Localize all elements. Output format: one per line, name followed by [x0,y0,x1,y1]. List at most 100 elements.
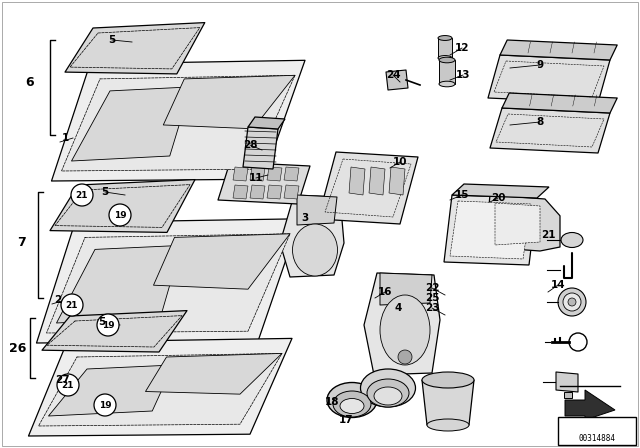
Polygon shape [380,273,432,305]
Text: 9: 9 [536,60,543,70]
Ellipse shape [427,419,469,431]
Polygon shape [488,55,610,103]
Ellipse shape [380,295,430,365]
Polygon shape [163,75,295,129]
Polygon shape [389,167,405,195]
Polygon shape [297,195,337,225]
Polygon shape [65,22,205,74]
Polygon shape [386,70,408,90]
Text: 21: 21 [66,301,78,310]
Polygon shape [452,184,549,198]
Polygon shape [495,203,540,245]
Text: 26: 26 [10,341,27,354]
Polygon shape [233,167,248,181]
Circle shape [94,394,116,416]
Polygon shape [280,195,344,277]
Polygon shape [318,152,418,224]
Bar [558,417,636,445]
Polygon shape [38,353,282,426]
Circle shape [71,184,93,206]
Polygon shape [49,365,173,416]
Polygon shape [72,87,191,161]
Text: 19: 19 [99,401,111,409]
Text: 10: 10 [393,157,407,167]
Circle shape [568,298,576,306]
Text: 16: 16 [378,287,392,297]
Text: 21: 21 [76,190,88,199]
Ellipse shape [561,233,583,247]
Text: 11: 11 [249,173,263,183]
Polygon shape [369,167,385,195]
Circle shape [398,350,412,364]
Text: 6: 6 [26,76,35,89]
Polygon shape [422,380,474,425]
Polygon shape [444,195,537,265]
Text: 19: 19 [102,320,115,329]
Circle shape [558,288,586,316]
Polygon shape [250,185,265,199]
Ellipse shape [340,399,364,414]
Polygon shape [267,185,282,199]
Text: 17: 17 [339,415,353,425]
Text: 22: 22 [425,283,439,293]
Ellipse shape [367,379,409,407]
Polygon shape [145,353,282,394]
Polygon shape [61,75,295,171]
Polygon shape [438,38,452,58]
Text: 14: 14 [550,280,565,290]
Polygon shape [439,60,455,84]
Text: 00314884: 00314884 [579,434,616,443]
Circle shape [57,374,79,396]
Text: 7: 7 [18,236,26,249]
Ellipse shape [422,372,474,388]
Text: 13: 13 [456,70,470,80]
Polygon shape [42,310,187,352]
Ellipse shape [438,35,452,40]
Polygon shape [243,127,278,169]
Polygon shape [502,93,617,113]
Ellipse shape [438,56,452,60]
Ellipse shape [333,391,371,417]
Circle shape [97,314,119,336]
Polygon shape [364,273,440,375]
Text: 4: 4 [394,303,402,313]
Polygon shape [47,234,290,333]
Circle shape [61,294,83,316]
Ellipse shape [374,387,402,405]
Polygon shape [233,185,248,199]
Polygon shape [50,180,195,233]
Ellipse shape [327,383,377,418]
Text: 20: 20 [491,193,505,203]
Text: 3: 3 [301,213,308,223]
Text: 27: 27 [54,375,69,385]
Polygon shape [267,167,282,181]
Ellipse shape [292,224,337,276]
Ellipse shape [439,57,455,63]
Polygon shape [218,162,310,204]
Polygon shape [500,40,617,60]
Text: 23: 23 [425,303,439,313]
Polygon shape [349,167,365,195]
Circle shape [109,204,131,226]
Polygon shape [565,390,615,420]
Polygon shape [250,167,265,181]
Text: 5: 5 [108,35,116,45]
Polygon shape [284,185,299,199]
Text: 5: 5 [99,317,106,327]
Polygon shape [564,392,572,398]
Polygon shape [248,117,285,129]
Polygon shape [450,201,531,259]
Text: 28: 28 [243,140,257,150]
Polygon shape [51,60,305,181]
Text: 8: 8 [536,117,543,127]
Text: 24: 24 [386,70,400,80]
Text: 21: 21 [541,230,556,240]
Polygon shape [485,195,560,251]
Text: 2: 2 [54,295,61,305]
Text: 19: 19 [114,211,126,220]
Text: 25: 25 [425,293,439,303]
Polygon shape [556,372,578,392]
Polygon shape [284,167,299,181]
Text: 21: 21 [61,380,74,389]
Text: 5: 5 [101,187,109,197]
